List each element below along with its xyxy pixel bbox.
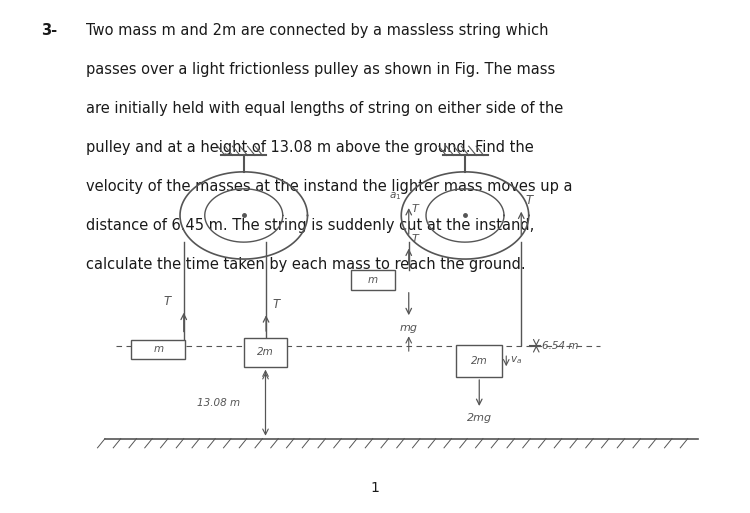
Text: pulley and at a height of 13.08 m above the ground. Find the: pulley and at a height of 13.08 m above … <box>86 140 534 155</box>
Text: 2m: 2m <box>257 347 274 358</box>
Text: passes over a light frictionless pulley as shown in Fig. The mass: passes over a light frictionless pulley … <box>86 62 556 77</box>
Text: 6.54 m: 6.54 m <box>542 341 579 351</box>
Text: distance of 6.45 m. The string is suddenly cut at the instand,: distance of 6.45 m. The string is sudden… <box>86 218 535 233</box>
Text: Two mass m and 2m are connected by a massless string which: Two mass m and 2m are connected by a mas… <box>86 23 549 38</box>
Text: $v_a$: $v_a$ <box>510 354 522 366</box>
Text: 13.08 m: 13.08 m <box>196 398 240 408</box>
Text: 3-: 3- <box>41 23 57 38</box>
Text: mg: mg <box>400 323 418 333</box>
Bar <box>351 270 394 290</box>
Text: m: m <box>153 344 164 354</box>
Text: are initially held with equal lengths of string on either side of the: are initially held with equal lengths of… <box>86 101 563 116</box>
Bar <box>244 338 287 367</box>
Text: velocity of the masses at the instand the lighter mass moves up a: velocity of the masses at the instand th… <box>86 179 573 194</box>
Text: $a_1$: $a_1$ <box>389 190 401 202</box>
Text: T: T <box>526 194 532 207</box>
Text: m: m <box>368 275 378 285</box>
Text: 1: 1 <box>370 481 380 496</box>
Text: T: T <box>412 234 419 244</box>
Text: T: T <box>412 204 419 214</box>
Text: T: T <box>164 295 171 308</box>
Text: 2m: 2m <box>471 356 488 366</box>
Bar <box>456 345 503 377</box>
Text: T: T <box>272 299 279 311</box>
Text: 2mg: 2mg <box>466 413 492 423</box>
Text: calculate the time taken by each mass to reach the ground.: calculate the time taken by each mass to… <box>86 257 526 272</box>
Bar <box>131 340 185 359</box>
